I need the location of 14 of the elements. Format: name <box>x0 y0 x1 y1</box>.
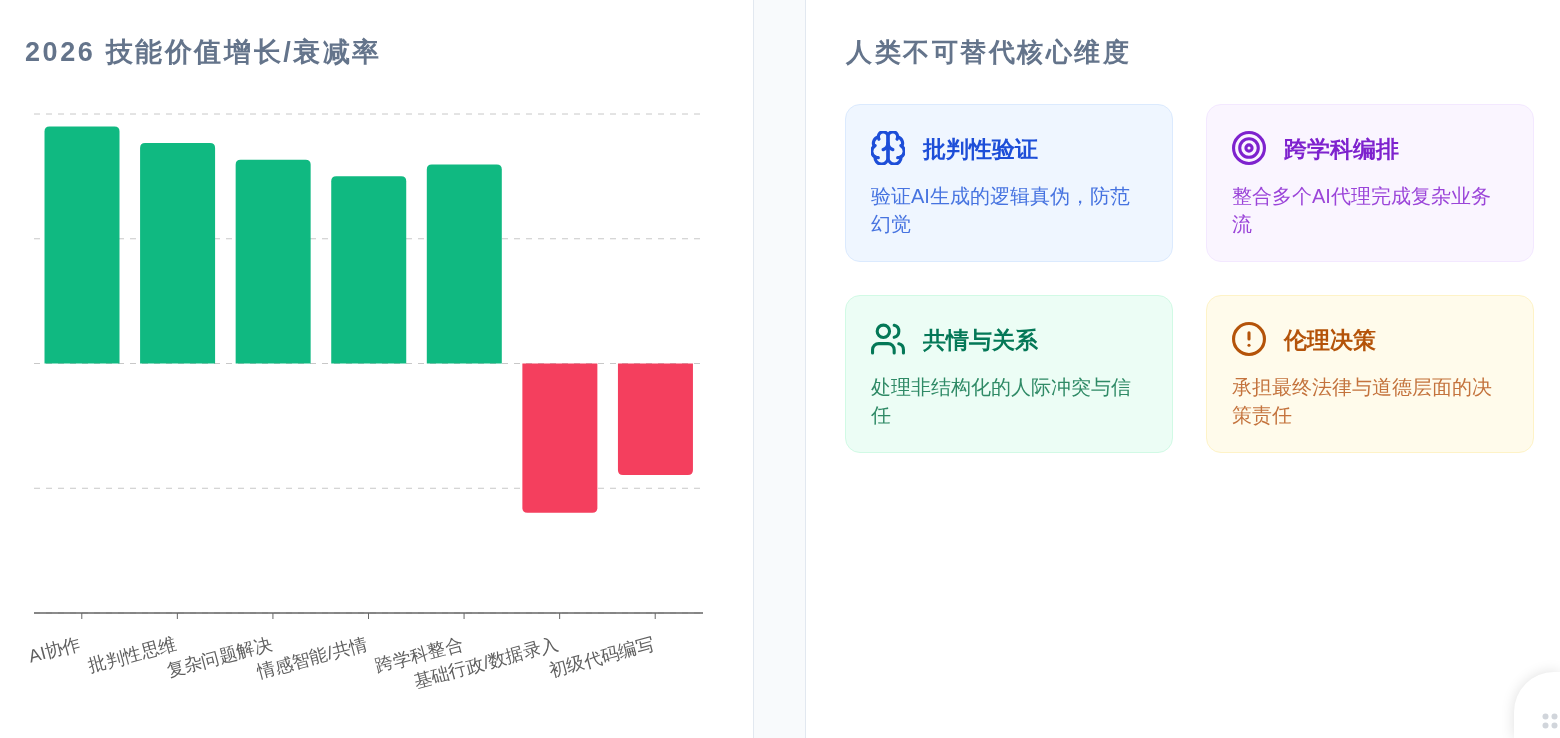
info-card: 伦理决策 承担最终法律与道德层面的决策责任 <box>1206 295 1534 453</box>
x-tick-label: AI协作 <box>26 633 83 667</box>
bar <box>140 143 216 364</box>
bar <box>331 176 407 364</box>
bar <box>426 164 502 364</box>
info-card: 共情与关系 处理非结构化的人际冲突与信任 <box>845 295 1173 453</box>
info-card: 批判性验证 验证AI生成的逻辑真伪，防范幻觉 <box>845 104 1173 262</box>
text: 人类不可替代核心维度 <box>846 36 1131 69</box>
bar <box>617 363 693 475</box>
chart-title: 2026 技能价值增长/衰减率 <box>25 36 383 69</box>
bar <box>522 363 598 513</box>
bar <box>44 126 120 364</box>
info-card: 跨学科编排 整合多个AI代理完成复杂业务流 <box>1206 104 1534 262</box>
bar <box>235 159 311 364</box>
